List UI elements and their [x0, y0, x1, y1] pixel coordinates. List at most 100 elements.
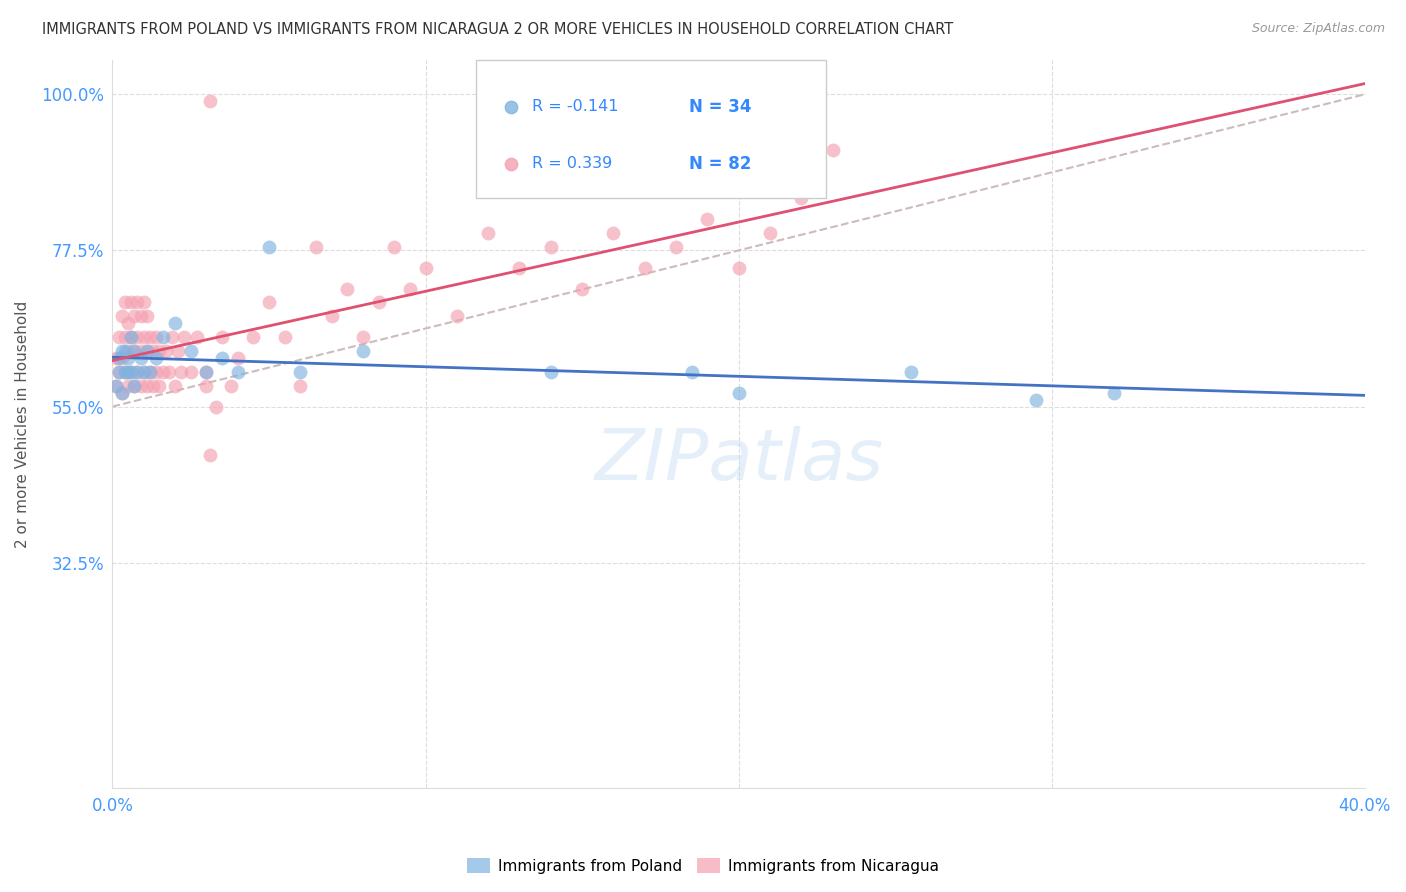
Point [104, 378, 127, 392]
Point [107, 365, 129, 379]
Point [111, 385, 134, 400]
Point [195, 365, 218, 379]
Point [107, 351, 129, 365]
Point [124, 378, 146, 392]
Point [142, 344, 165, 359]
Point [665, 240, 688, 254]
Point [127, 295, 149, 310]
Point [117, 351, 139, 365]
Point [135, 344, 157, 359]
Point [120, 365, 142, 379]
Point [139, 365, 162, 379]
Point [117, 316, 139, 330]
Point [120, 330, 142, 344]
Point [352, 344, 374, 359]
Legend: Immigrants from Poland, Immigrants from Nicaragua: Immigrants from Poland, Immigrants from … [461, 852, 945, 880]
Point [242, 330, 264, 344]
Point [226, 351, 249, 365]
FancyBboxPatch shape [475, 60, 827, 198]
Point [104, 378, 127, 392]
Point [540, 365, 562, 379]
Point [132, 330, 155, 344]
Text: N = 34: N = 34 [689, 97, 751, 116]
Point [160, 330, 183, 344]
Point [477, 226, 499, 240]
Point [195, 365, 218, 379]
Point [367, 295, 389, 310]
Point [180, 344, 202, 359]
Point [135, 378, 157, 392]
Point [681, 365, 703, 379]
Point [139, 365, 162, 379]
Point [1097, 186, 1119, 201]
Point [152, 365, 174, 379]
Point [132, 365, 155, 379]
Text: N = 82: N = 82 [689, 154, 751, 172]
Point [120, 330, 142, 344]
Point [290, 365, 312, 379]
Point [114, 365, 136, 379]
Point [352, 330, 374, 344]
Point [727, 260, 749, 275]
Y-axis label: 2 or more Vehicles in Household: 2 or more Vehicles in Household [15, 301, 30, 548]
Point [167, 344, 190, 359]
Point [257, 240, 280, 254]
Point [399, 282, 422, 296]
Point [117, 365, 139, 379]
Point [145, 351, 167, 365]
Point [336, 282, 359, 296]
Point [226, 365, 249, 379]
Point [634, 260, 657, 275]
Point [273, 330, 295, 344]
Point [148, 344, 170, 359]
Point [111, 385, 134, 400]
Point [114, 330, 136, 344]
Point [107, 365, 129, 379]
Point [132, 365, 155, 379]
Point [790, 191, 813, 205]
Point [696, 212, 718, 227]
Point [124, 378, 146, 392]
Point [900, 365, 922, 379]
Text: R = -0.141: R = -0.141 [531, 99, 619, 114]
Point [198, 94, 221, 108]
Point [1025, 392, 1047, 407]
Point [157, 365, 180, 379]
Point [257, 295, 280, 310]
Text: Source: ZipAtlas.com: Source: ZipAtlas.com [1251, 22, 1385, 36]
Point [540, 240, 562, 254]
Point [211, 330, 233, 344]
Point [148, 378, 170, 392]
Point [114, 295, 136, 310]
Point [129, 378, 152, 392]
Point [117, 378, 139, 392]
Point [135, 344, 157, 359]
Point [170, 365, 193, 379]
Point [132, 295, 155, 310]
Point [173, 330, 195, 344]
Point [111, 344, 134, 359]
Point [142, 378, 165, 392]
Point [382, 240, 405, 254]
Point [104, 351, 127, 365]
Point [114, 344, 136, 359]
Point [165, 316, 187, 330]
Point [1097, 132, 1119, 146]
Point [198, 448, 221, 462]
Point [165, 378, 187, 392]
Point [139, 330, 162, 344]
Point [571, 282, 593, 296]
Point [759, 226, 782, 240]
Point [221, 378, 243, 392]
Point [415, 260, 437, 275]
Point [602, 226, 624, 240]
Point [727, 385, 749, 400]
Point [129, 351, 152, 365]
Point [127, 365, 149, 379]
Point [111, 310, 134, 324]
Point [195, 378, 218, 392]
Point [124, 344, 146, 359]
Point [305, 240, 328, 254]
Point [145, 330, 167, 344]
Text: R = 0.339: R = 0.339 [531, 156, 612, 171]
